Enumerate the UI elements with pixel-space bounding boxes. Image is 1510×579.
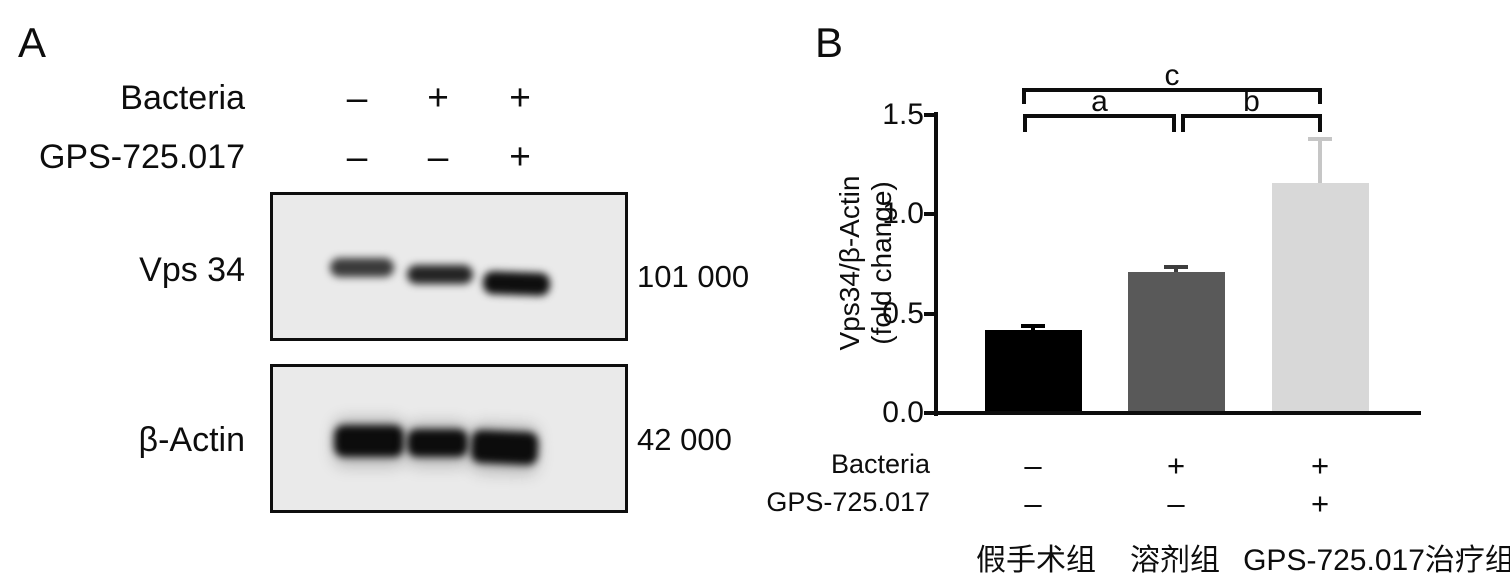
vps34-band-lane2 [407, 265, 473, 284]
y-tick-label: 1.5 [882, 98, 924, 131]
sig-bracket-b-right [1318, 114, 1322, 132]
sig-bracket-a-right [1172, 114, 1176, 132]
y-tick-mark [924, 113, 934, 117]
panel-a: A Bacteria – + + GPS-725.017 – – + Vps 3… [18, 19, 750, 513]
category-label-2: 溶剂组 [1130, 544, 1220, 577]
y-tick-label: 0.0 [882, 396, 924, 429]
bactin-band-lane1 [334, 425, 404, 457]
vps34-blot-image [270, 192, 628, 341]
bacteria-sign-lane3: + [509, 77, 531, 118]
chart-sign-row1-bar2: + [1166, 448, 1186, 483]
panel-b-label: B [815, 19, 844, 66]
panel-b: B [760, 0, 1510, 579]
y-tick-label: 1.0 [882, 197, 924, 231]
x-axis-line [934, 411, 1421, 415]
chart-bacteria-row-label: Bacteria [830, 449, 930, 479]
bar-1 [984, 329, 1082, 413]
bactin-band-lane2 [407, 429, 468, 457]
sig-bracket-a-left [1023, 114, 1027, 132]
gps-sign-lane1: – [346, 136, 368, 177]
vps34-band-lane1 [330, 258, 394, 277]
sig-bracket-c-left [1022, 88, 1026, 104]
sig-bracket-c-bar [1022, 88, 1322, 92]
gps-sign-lane2: – [427, 136, 449, 177]
sig-letter-c: c [1164, 59, 1180, 92]
sig-letter-b: b [1243, 85, 1260, 118]
sig-bracket-b-left [1181, 114, 1185, 132]
error-bar-stem-3 [1318, 138, 1322, 183]
gps-sign-lane3: + [509, 136, 531, 177]
sig-bracket-c-right [1318, 88, 1322, 104]
panel-a-label: A [18, 19, 47, 66]
bar-3 [1271, 182, 1369, 413]
category-label-3: GPS-725.017治疗组 [1243, 544, 1510, 577]
bar-2 [1127, 271, 1225, 413]
chart-sign-row2-bar2: – [1167, 486, 1185, 521]
chart-sign-row2-bar3: + [1310, 486, 1330, 521]
error-bar-cap-3 [1308, 136, 1332, 141]
gps-row-label: GPS-725.017 [38, 138, 245, 176]
blot-target-vps34: Vps 34 [139, 251, 245, 289]
y-tick-mark [924, 411, 934, 415]
bacteria-sign-lane2: + [427, 77, 449, 118]
bactin-blot-image [270, 364, 628, 513]
error-bar-cap-2 [1164, 264, 1188, 269]
error-bar-stem-2 [1174, 266, 1178, 272]
chart-sign-row1-bar1: – [1024, 448, 1042, 483]
y-axis-line [934, 112, 938, 416]
error-bar-cap-1 [1021, 323, 1045, 328]
bacteria-row-label: Bacteria [120, 79, 245, 117]
chart-sign-row2-bar1: – [1024, 486, 1042, 521]
bacteria-sign-lane1: – [346, 77, 368, 118]
chart-sign-row1-bar3: + [1310, 448, 1330, 483]
molecular-weight-101000: 101 000 [637, 259, 750, 294]
molecular-weight-42000: 42 000 [637, 422, 732, 457]
y-tick-mark [924, 311, 934, 316]
chart-gps-row-label: GPS-725.017 [766, 487, 930, 517]
blot-target-bactin: β-Actin [138, 421, 245, 459]
category-label-1: 假手术组 [976, 544, 1096, 577]
sig-bracket-b-bar [1181, 114, 1322, 118]
sig-letter-a: a [1091, 85, 1108, 118]
y-tick-mark [924, 212, 934, 217]
sig-bracket-a-bar [1023, 114, 1176, 118]
y-tick-label: 0.5 [882, 296, 924, 330]
